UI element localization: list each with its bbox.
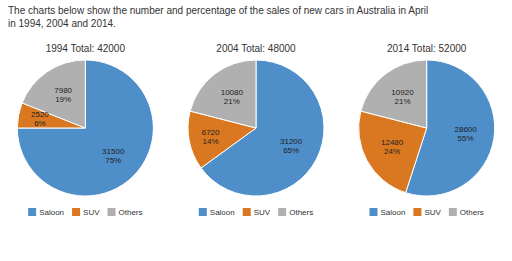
legend-swatch [413, 208, 421, 216]
data-label-line: 31200 [280, 137, 303, 146]
legend-item: SUV [243, 208, 271, 217]
slices [359, 60, 495, 196]
legend-label: SUV [424, 208, 441, 217]
data-labels: 3120065% 672014% 1008021% [202, 88, 303, 155]
data-label-line: 21% [394, 97, 410, 106]
data-label-line: 65% [283, 146, 299, 155]
legend-item: Saloon [369, 208, 405, 217]
data-label: 3150075% [102, 147, 125, 165]
data-label-line: 10080 [221, 88, 244, 97]
pie-chart: 2014 Total: 52000 2860055% 1248024% 1092021… [359, 43, 495, 217]
title: The charts below show the number and per… [8, 5, 428, 16]
pie-chart: 1994 Total: 42000 3150075% 25206% 798019% Sa… [17, 43, 153, 217]
legend-swatch [243, 208, 251, 216]
data-label-line: 19% [55, 95, 71, 104]
data-label: 1248024% [381, 138, 404, 156]
data-label-line: 6% [34, 119, 46, 128]
legend: Saloon SUV Others [28, 208, 142, 217]
legend-label: Saloon [210, 208, 235, 217]
pie-slice [22, 60, 85, 128]
data-label: 672014% [202, 128, 220, 146]
legend-item: Others [108, 208, 143, 217]
data-label-line: 7980 [54, 86, 72, 95]
pie-slice [190, 60, 256, 128]
legend-item: Saloon [199, 208, 235, 217]
data-label-line: 55% [458, 134, 474, 143]
data-label: 1008021% [221, 88, 244, 106]
legend-item: Others [278, 208, 313, 217]
legend-label: SUV [83, 208, 100, 217]
legend-item: SUV [413, 208, 441, 217]
legend-swatch [28, 208, 36, 216]
data-labels: 2860055% 1248024% 1092021% [381, 88, 477, 156]
legend-label: Others [119, 208, 143, 217]
data-label: 1092021% [391, 88, 414, 106]
subtitle: in 1994, 2004 and 2014. [8, 18, 116, 29]
legend-label: Others [289, 208, 313, 217]
legend-label: Saloon [39, 208, 64, 217]
legend-swatch [108, 208, 116, 216]
data-label-line: 31500 [102, 147, 125, 156]
legend-item: Saloon [28, 208, 64, 217]
data-label: 25206% [31, 110, 49, 128]
slices [17, 60, 153, 196]
legend-label: SUV [254, 208, 271, 217]
legend-item: Others [449, 208, 484, 217]
legend-swatch [72, 208, 80, 216]
chart-title: 2004 Total: 48000 [216, 43, 296, 54]
data-label-line: 12480 [381, 138, 404, 147]
pie-chart: 2004 Total: 48000 3120065% 672014% 1008021%… [188, 43, 324, 217]
legend-swatch [369, 208, 377, 216]
data-label-line: 21% [224, 97, 240, 106]
legend-item: SUV [72, 208, 100, 217]
data-label-line: 24% [384, 147, 400, 156]
data-label: 3120065% [280, 137, 303, 155]
data-labels: 3150075% 25206% 798019% [31, 86, 125, 165]
data-label: 2860055% [454, 125, 477, 143]
data-label-line: 28600 [454, 125, 477, 134]
legend: Saloon SUV Others [369, 208, 483, 217]
chart-title: 1994 Total: 42000 [46, 43, 126, 54]
slices [188, 60, 324, 196]
data-label-line: 14% [203, 137, 219, 146]
data-label-line: 75% [105, 156, 121, 165]
chart-canvas: The charts below show the number and per… [0, 0, 512, 261]
legend-swatch [449, 208, 457, 216]
data-label-line: 2520 [31, 110, 49, 119]
legend-swatch [199, 208, 207, 216]
pie-slice [361, 60, 427, 128]
legend: Saloon SUV Others [199, 208, 313, 217]
legend-label: Saloon [380, 208, 405, 217]
data-label-line: 10920 [391, 88, 414, 97]
legend-label: Others [460, 208, 484, 217]
pie-slice [17, 60, 153, 196]
data-label: 798019% [54, 86, 72, 104]
data-label-line: 6720 [202, 128, 220, 137]
chart-title: 2014 Total: 52000 [387, 43, 467, 54]
legend-swatch [278, 208, 286, 216]
